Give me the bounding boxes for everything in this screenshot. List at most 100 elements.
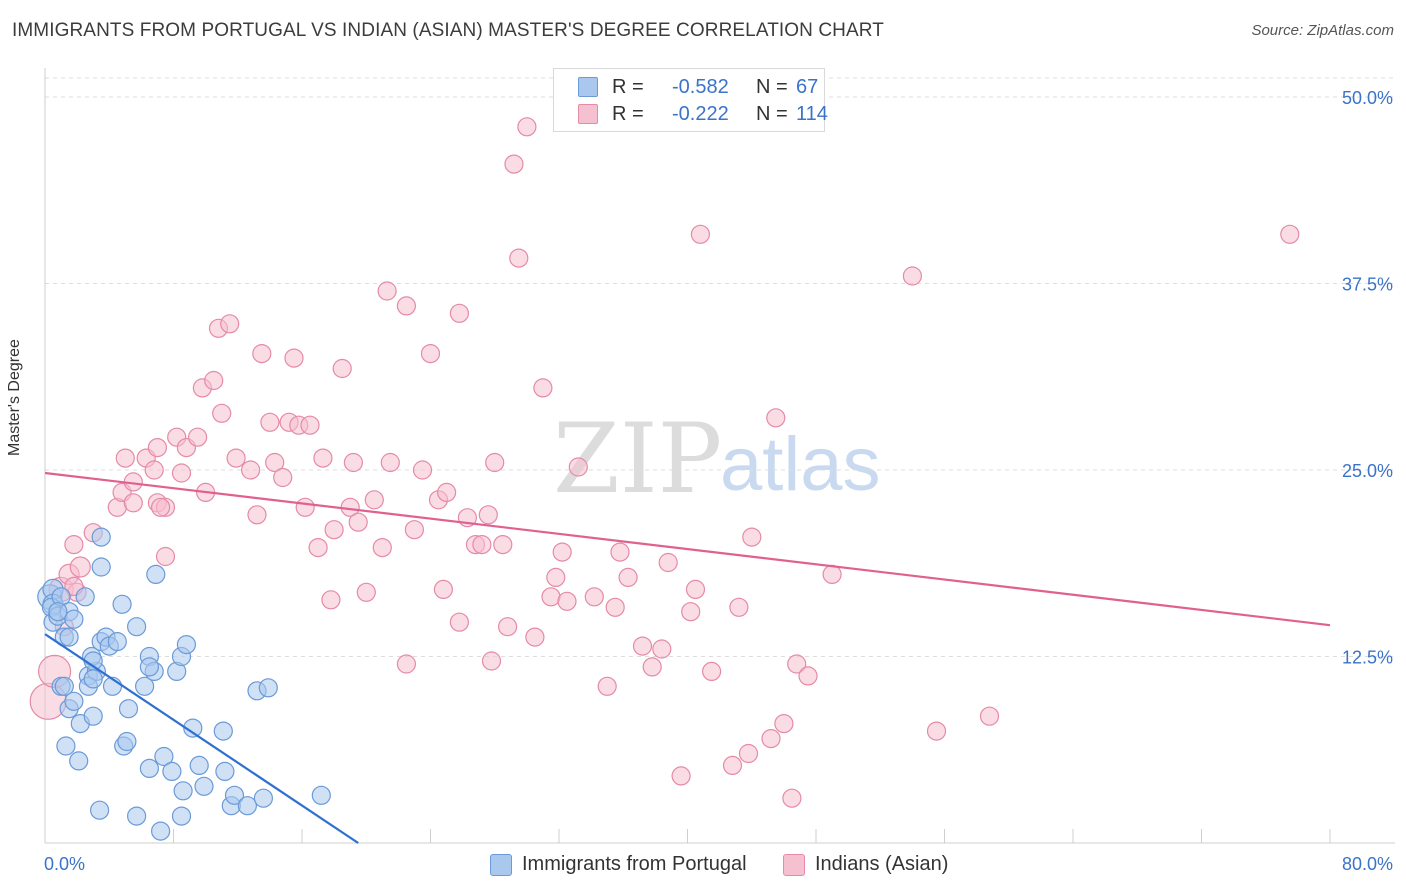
indians-point-71 xyxy=(481,651,502,671)
y-tick-label-1: 25.0% xyxy=(1342,461,1393,481)
indians-point-12 xyxy=(115,448,135,468)
chart-title: IMMIGRANTS FROM PORTUGAL VS INDIAN (ASIA… xyxy=(12,20,884,41)
n-value: 114 xyxy=(796,103,828,125)
indians-point-5 xyxy=(64,534,84,555)
indians-point-99 xyxy=(722,755,743,776)
portugal-point-40 xyxy=(176,634,196,655)
portugal-point-58 xyxy=(258,678,278,698)
source-label: Source: ZipAtlas.com xyxy=(1251,22,1394,39)
indians-point-91 xyxy=(642,657,662,677)
indians-point-90 xyxy=(632,636,653,656)
indians-point-73 xyxy=(493,534,513,555)
indians-point-50 xyxy=(343,452,363,473)
x-tick-labels: 0.0% 80.0% xyxy=(44,854,1393,874)
portugal-point-18 xyxy=(64,691,84,711)
indians-point-107 xyxy=(787,654,807,674)
indians-point-4 xyxy=(69,556,91,578)
trend-line-indians xyxy=(44,471,1331,627)
x-tick-label-max: 80.0% xyxy=(1342,854,1393,874)
portugal-point-32 xyxy=(83,669,103,689)
indians-point-42 xyxy=(300,415,320,435)
portugal-point-47 xyxy=(162,761,182,782)
y-tick-labels: 12.5% 25.0% 37.5% 50.0% xyxy=(1342,88,1393,668)
grid-lines xyxy=(45,77,1395,657)
indians-point-70 xyxy=(478,505,498,525)
portugal-point-46 xyxy=(154,746,174,767)
r-label: R = xyxy=(612,103,644,125)
portugal-point-52 xyxy=(215,761,235,782)
indians-point-33 xyxy=(241,460,261,480)
portugal-point-44 xyxy=(117,731,137,752)
portugal-point-13 xyxy=(91,527,111,547)
indians-point-59 xyxy=(396,654,416,674)
legend-label-portugal: Immigrants from Portugal xyxy=(522,853,747,875)
portugal-point-11 xyxy=(75,587,95,607)
indians-point-25 xyxy=(188,427,208,447)
indians-point-57 xyxy=(396,296,416,316)
indians-point-96 xyxy=(685,579,706,600)
indians-point-86 xyxy=(597,676,617,696)
indians-point-36 xyxy=(260,412,280,432)
series-indians-asian xyxy=(29,117,1300,808)
portugal-point-8 xyxy=(59,627,79,647)
indians-point-94 xyxy=(671,766,691,786)
r-label: R = xyxy=(612,76,644,98)
indians-point-46 xyxy=(321,590,341,610)
indians-point-85 xyxy=(584,587,604,607)
watermark: ZIP atlas xyxy=(553,403,881,515)
portugal-point-20 xyxy=(83,706,103,726)
portugal-point-61 xyxy=(89,800,110,820)
indians-point-20 xyxy=(151,497,171,517)
indians-point-38 xyxy=(273,467,293,488)
indians-point-92 xyxy=(652,639,672,659)
portugal-point-59 xyxy=(253,788,273,808)
legend-swatch-portugal xyxy=(578,77,598,97)
portugal-point-14 xyxy=(112,594,132,614)
legend-swatch-indians xyxy=(783,854,805,876)
legend-label-indians: Indians (Asian) xyxy=(815,853,949,875)
indians-point-109 xyxy=(822,564,842,585)
indians-point-40 xyxy=(284,348,304,368)
correlation-legend: R = -0.582 N = 67 R = -0.222 N = 114 xyxy=(553,68,828,132)
portugal-point-21 xyxy=(56,736,76,756)
portugal-point-29 xyxy=(107,631,127,652)
indians-point-79 xyxy=(533,378,553,398)
indians-point-74 xyxy=(498,617,518,637)
indians-point-45 xyxy=(313,448,333,468)
portugal-point-66 xyxy=(48,602,68,622)
indians-point-104 xyxy=(766,408,786,428)
indians-point-89 xyxy=(618,567,638,588)
portugal-point-16 xyxy=(54,676,74,696)
portugal-point-64 xyxy=(171,806,192,826)
indians-point-60 xyxy=(412,460,433,480)
portugal-point-22 xyxy=(69,751,89,771)
indians-point-55 xyxy=(380,452,400,473)
indians-point-88 xyxy=(610,542,630,562)
trend-line-portugal xyxy=(44,633,359,844)
indians-point-83 xyxy=(557,591,577,611)
portugal-point-51 xyxy=(194,776,214,796)
portugal-point-49 xyxy=(183,718,203,738)
indians-point-103 xyxy=(761,728,781,749)
indians-point-44 xyxy=(308,537,328,558)
portugal-point-56 xyxy=(237,796,257,816)
portugal-point-41 xyxy=(139,657,159,677)
indians-point-61 xyxy=(420,344,441,364)
indians-point-82 xyxy=(552,542,572,562)
indians-point-95 xyxy=(681,602,701,622)
indians-point-13 xyxy=(123,493,143,513)
indians-point-28 xyxy=(204,370,224,391)
indians-point-23 xyxy=(171,463,192,483)
y-tick-label-2: 37.5% xyxy=(1342,275,1393,295)
portugal-point-45 xyxy=(139,758,159,779)
indians-point-75 xyxy=(509,248,529,268)
series-legend: Immigrants from Portugal Indians (Asian) xyxy=(0,851,1406,879)
indians-point-87 xyxy=(605,597,625,617)
indians-point-77 xyxy=(517,117,537,137)
indians-point-111 xyxy=(926,721,947,741)
indians-point-93 xyxy=(658,552,678,573)
indians-point-53 xyxy=(364,490,384,510)
portugal-point-53 xyxy=(213,721,233,741)
trend-lines xyxy=(44,471,1331,844)
r-value: -0.582 xyxy=(672,76,729,98)
